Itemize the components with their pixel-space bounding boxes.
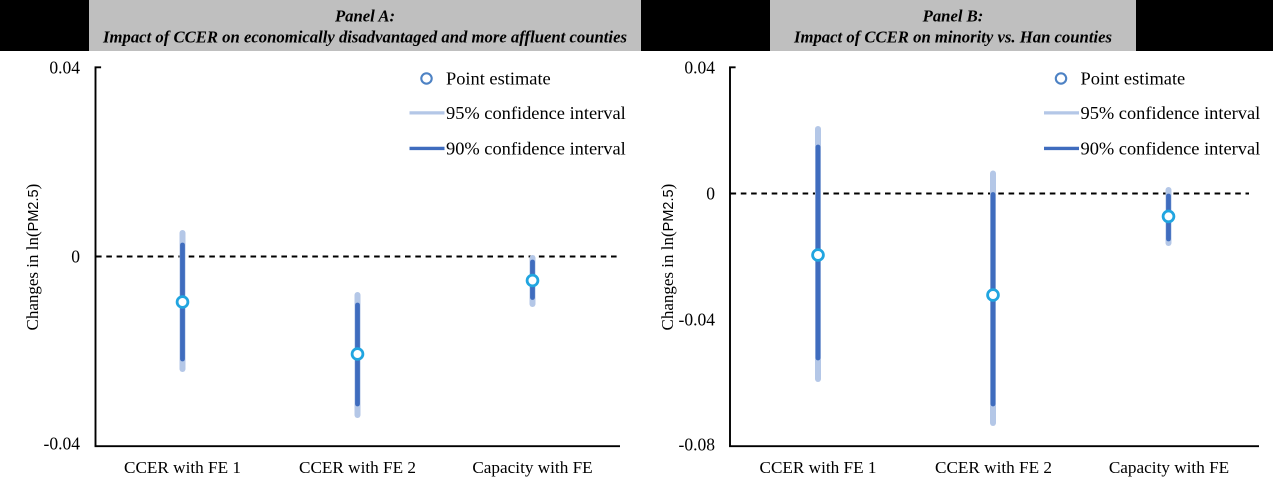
svg-text:CCER with FE 2: CCER with FE 2 xyxy=(299,458,416,477)
svg-text:CCER with FE 2: CCER with FE 2 xyxy=(935,458,1052,477)
svg-text:Capacity with FE: Capacity with FE xyxy=(472,458,592,477)
svg-text:Capacity with FE: Capacity with FE xyxy=(1109,458,1229,477)
svg-text:0.04: 0.04 xyxy=(684,58,715,78)
svg-text:95% confidence interval: 95% confidence interval xyxy=(1081,103,1261,123)
svg-text:CCER with FE 1: CCER with FE 1 xyxy=(760,458,877,477)
svg-text:Panel A:: Panel A: xyxy=(334,7,395,26)
svg-text:0: 0 xyxy=(706,184,715,204)
svg-text:Impact of CCER on economically: Impact of CCER on economically disadvant… xyxy=(102,28,627,47)
svg-text:-0.08: -0.08 xyxy=(679,435,716,455)
svg-text:Changes in ln(PM2.5): Changes in ln(PM2.5) xyxy=(658,184,677,331)
svg-text:0.04: 0.04 xyxy=(49,58,80,78)
svg-text:-0.04: -0.04 xyxy=(679,310,716,330)
svg-text:Impact of CCER on minority vs.: Impact of CCER on minority vs. Han count… xyxy=(793,28,1112,47)
svg-text:Point estimate: Point estimate xyxy=(1081,69,1186,89)
svg-text:90% confidence interval: 90% confidence interval xyxy=(446,139,626,159)
svg-text:0: 0 xyxy=(71,247,80,267)
svg-text:-0.04: -0.04 xyxy=(44,434,81,454)
svg-text:Changes in ln(PM2.5): Changes in ln(PM2.5) xyxy=(23,184,42,331)
svg-text:95% confidence interval: 95% confidence interval xyxy=(446,103,626,123)
svg-text:Point estimate: Point estimate xyxy=(446,69,551,89)
svg-text:Panel B:: Panel B: xyxy=(922,7,984,26)
svg-text:CCER with FE 1: CCER with FE 1 xyxy=(124,458,241,477)
svg-text:90% confidence interval: 90% confidence interval xyxy=(1081,139,1261,159)
